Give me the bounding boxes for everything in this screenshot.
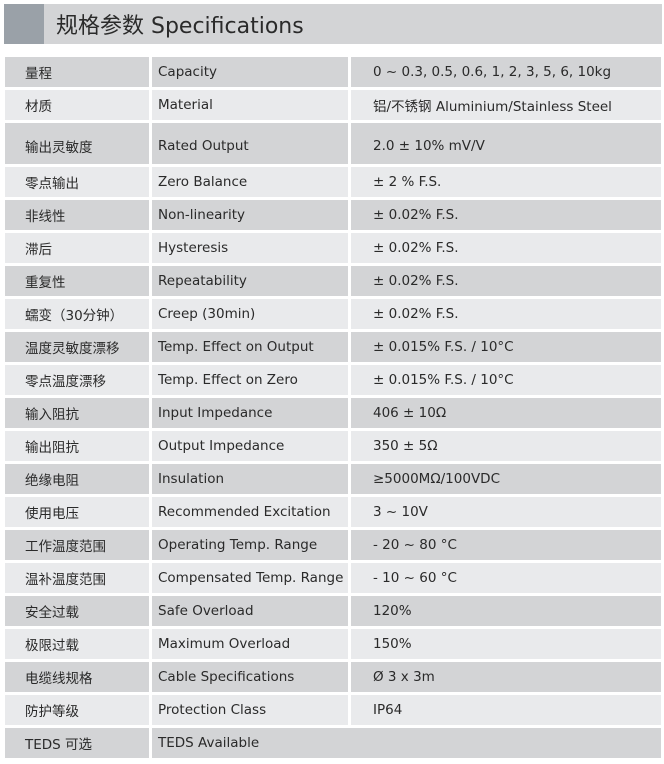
spec-row: 绝缘电阻 Insulation ≥5000MΩ/100VDC (5, 464, 661, 494)
section-header: 规格参数 Specifications (4, 4, 662, 44)
spec-value: Ø 3 x 3m (351, 662, 661, 692)
spec-name-en: Temp. Effect on Output (152, 332, 348, 362)
spec-row: 工作温度范围 Operating Temp. Range - 20 ~ 80 °C (5, 530, 661, 560)
spec-row: 安全过载 Safe Overload 120% (5, 596, 661, 626)
spec-name-cn: 安全过载 (5, 596, 149, 626)
spec-value: 0 ~ 0.3, 0.5, 0.6, 1, 2, 3, 5, 6, 10kg (351, 57, 661, 87)
spec-name-en: Cable Specifications (152, 662, 348, 692)
spec-row: 防护等级 Protection Class IP64 (5, 695, 661, 725)
spec-value: ± 0.02% F.S. (351, 299, 661, 329)
spec-name-en: Creep (30min) (152, 299, 348, 329)
spec-value: 350 ± 5Ω (351, 431, 661, 461)
spec-name-en: Compensated Temp. Range (152, 563, 348, 593)
spec-value: ± 2 % F.S. (351, 167, 661, 197)
spec-name-en: Recommended Excitation (152, 497, 348, 527)
spec-value: 120% (351, 596, 661, 626)
spec-name-en: Material (152, 90, 348, 120)
spec-row: 材质 Material 铝/不锈钢 Aluminium/Stainless Stee… (5, 90, 661, 120)
spec-value: - 10 ~ 60 °C (351, 563, 661, 593)
spec-name-cn: 输出阻抗 (5, 431, 149, 461)
spec-name-cn: 输出灵敏度 (5, 123, 149, 164)
spec-name-en: Zero Balance (152, 167, 348, 197)
spec-name-en: Non-linearity (152, 200, 348, 230)
spec-value: ± 0.015% F.S. / 10°C (351, 332, 661, 362)
spec-row: 输入阻抗 Input Impedance 406 ± 10Ω (5, 398, 661, 428)
spec-value: ± 0.02% F.S. (351, 266, 661, 296)
spec-name-en: Maximum Overload (152, 629, 348, 659)
spec-name-en: Operating Temp. Range (152, 530, 348, 560)
spec-name-cn: 使用电压 (5, 497, 149, 527)
section-title: 规格参数 Specifications (56, 14, 304, 39)
spec-name-en: TEDS Available (152, 728, 661, 758)
spec-name-cn: 零点温度漂移 (5, 365, 149, 395)
spec-row: 量程 Capacity 0 ~ 0.3, 0.5, 0.6, 1, 2, 3, 5,… (5, 57, 661, 87)
spec-row: 零点温度漂移 Temp. Effect on Zero ± 0.015% F.S. … (5, 365, 661, 395)
spec-name-cn: 电缆线规格 (5, 662, 149, 692)
spec-name-cn: 温度灵敏度漂移 (5, 332, 149, 362)
spec-name-cn: 重复性 (5, 266, 149, 296)
spec-row: 温补温度范围 Compensated Temp. Range - 10 ~ 60 °… (5, 563, 661, 593)
spec-table: 量程 Capacity 0 ~ 0.3, 0.5, 0.6, 1, 2, 3, 5,… (2, 54, 664, 761)
spec-name-en: Repeatability (152, 266, 348, 296)
spec-value: 铝/不锈钢 Aluminium/Stainless Steel (351, 90, 661, 120)
spec-name-cn: TEDS 可选 (5, 728, 149, 758)
header-accent-block (4, 4, 44, 44)
spec-name-cn: 绝缘电阻 (5, 464, 149, 494)
spec-name-cn: 非线性 (5, 200, 149, 230)
spec-value: 3 ~ 10V (351, 497, 661, 527)
spec-value: 406 ± 10Ω (351, 398, 661, 428)
spec-name-cn: 蠕变（30分钟） (5, 299, 149, 329)
spec-name-en: Temp. Effect on Zero (152, 365, 348, 395)
spec-name-cn: 量程 (5, 57, 149, 87)
spec-name-en: Input Impedance (152, 398, 348, 428)
spec-row: 重复性 Repeatability ± 0.02% F.S. (5, 266, 661, 296)
spec-name-cn: 滞后 (5, 233, 149, 263)
spec-row: 零点输出 Zero Balance ± 2 % F.S. (5, 167, 661, 197)
spec-name-cn: 温补温度范围 (5, 563, 149, 593)
spec-value: IP64 (351, 695, 661, 725)
spec-row: 温度灵敏度漂移 Temp. Effect on Output ± 0.015% F.… (5, 332, 661, 362)
spec-row: 电缆线规格 Cable Specifications Ø 3 x 3m (5, 662, 661, 692)
spec-value: ± 0.02% F.S. (351, 200, 661, 230)
spec-row: TEDS 可选 TEDS Available (5, 728, 661, 758)
spec-value: 150% (351, 629, 661, 659)
spec-row: 输出阻抗 Output Impedance 350 ± 5Ω (5, 431, 661, 461)
spec-name-cn: 工作温度范围 (5, 530, 149, 560)
spec-row: 输出灵敏度 Rated Output 2.0 ± 10% mV/V (5, 123, 661, 164)
spec-row: 使用电压 Recommended Excitation 3 ~ 10V (5, 497, 661, 527)
spec-row: 极限过载 Maximum Overload 150% (5, 629, 661, 659)
spec-value: 2.0 ± 10% mV/V (351, 123, 661, 164)
spec-row: 滞后 Hysteresis ± 0.02% F.S. (5, 233, 661, 263)
spec-name-cn: 防护等级 (5, 695, 149, 725)
spec-name-cn: 零点输出 (5, 167, 149, 197)
spec-name-en: Safe Overload (152, 596, 348, 626)
spec-value: ≥5000MΩ/100VDC (351, 464, 661, 494)
spec-row: 蠕变（30分钟） Creep (30min) ± 0.02% F.S. (5, 299, 661, 329)
spec-name-en: Hysteresis (152, 233, 348, 263)
spec-name-cn: 极限过载 (5, 629, 149, 659)
spec-name-en: Capacity (152, 57, 348, 87)
spec-name-cn: 输入阻抗 (5, 398, 149, 428)
spec-value: ± 0.015% F.S. / 10°C (351, 365, 661, 395)
spec-name-en: Rated Output (152, 123, 348, 164)
spec-value: ± 0.02% F.S. (351, 233, 661, 263)
spec-name-en: Output Impedance (152, 431, 348, 461)
spec-name-cn: 材质 (5, 90, 149, 120)
spec-name-en: Insulation (152, 464, 348, 494)
spec-value: - 20 ~ 80 °C (351, 530, 661, 560)
spec-row: 非线性 Non-linearity ± 0.02% F.S. (5, 200, 661, 230)
spec-name-en: Protection Class (152, 695, 348, 725)
